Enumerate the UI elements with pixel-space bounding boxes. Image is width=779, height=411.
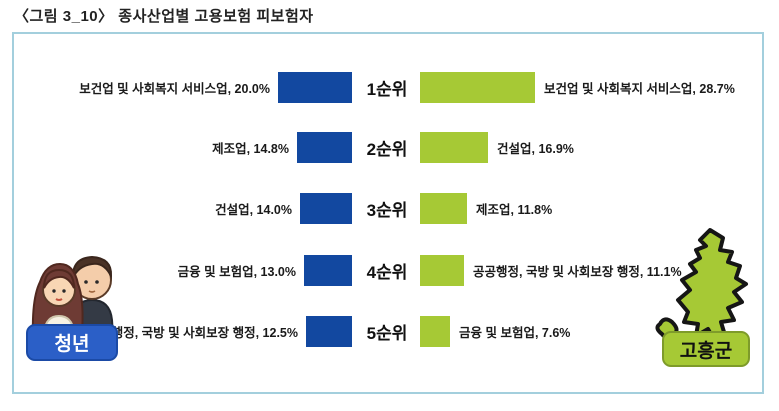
- chart-row: 건설업, 14.0% 3순위 제조업, 11.8%: [14, 191, 762, 225]
- rank-label: 1순위: [366, 79, 408, 99]
- chart-row: 공공행정, 국방 및 사회보장 행정, 12.5% 5순위 금융 및 보험업, 7.…: [14, 314, 762, 348]
- youth-bar-cell: 제조업, 14.8%: [14, 130, 352, 164]
- county-bar-label: 건설업, 16.9%: [497, 141, 574, 156]
- rank-label: 5순위: [366, 323, 408, 343]
- county-bar-cell: 건설업, 16.9%: [420, 130, 574, 164]
- youth-bar: [306, 315, 352, 347]
- county-bar-label: 제조업, 11.8%: [476, 202, 553, 217]
- youth-bar-label: 건설업, 14.0%: [215, 202, 292, 217]
- county-bar: [420, 192, 467, 224]
- county-bar: [420, 131, 488, 163]
- county-bar: [420, 71, 535, 103]
- youth-group-badge: 청년: [26, 324, 118, 361]
- youth-bar: [304, 254, 352, 286]
- youth-group-label: 청년: [54, 334, 90, 355]
- county-group-label: 고흥군: [679, 340, 733, 362]
- youth-bar-cell: 금융 및 보험업, 13.0%: [14, 253, 352, 287]
- chart-area: 보건업 및 사회복지 서비스업, 20.0% 1순위 보건업 및 사회복지 서비스업…: [12, 32, 764, 394]
- county-bar-cell: 공공행정, 국방 및 사회보장 행정, 11.1%: [420, 253, 682, 287]
- youth-bar: [297, 131, 352, 163]
- rank-label: 3순위: [366, 200, 408, 220]
- rank-label: 4순위: [366, 262, 408, 282]
- page-title: 〈그림 3_10〉 종사산업별 고용보험 피보험자: [14, 8, 314, 25]
- county-bar-cell: 제조업, 11.8%: [420, 191, 552, 225]
- youth-bar-cell: 공공행정, 국방 및 사회보장 행정, 12.5%: [14, 314, 352, 348]
- youth-bar-label: 금융 및 보험업, 13.0%: [177, 264, 296, 279]
- youth-bar-label: 제조업, 14.8%: [212, 141, 289, 156]
- youth-bar-cell: 보건업 및 사회복지 서비스업, 20.0%: [14, 70, 352, 104]
- county-bar: [420, 254, 464, 286]
- youth-bar: [278, 71, 352, 103]
- chart-row: 금융 및 보험업, 13.0% 4순위 공공행정, 국방 및 사회보장 행정, 11…: [14, 253, 762, 287]
- county-bar-label: 금융 및 보험업, 7.6%: [459, 325, 571, 340]
- youth-bar: [300, 192, 352, 224]
- chart-row: 제조업, 14.8% 2순위 건설업, 16.9%: [14, 130, 762, 164]
- youth-bar-cell: 건설업, 14.0%: [14, 191, 352, 225]
- county-map-illustration: [655, 228, 748, 342]
- youth-bar-label: 보건업 및 사회복지 서비스업, 20.0%: [79, 81, 270, 96]
- rank-label: 2순위: [366, 139, 408, 159]
- chart-row: 보건업 및 사회복지 서비스업, 20.0% 1순위 보건업 및 사회복지 서비스업…: [14, 70, 762, 104]
- county-group-badge: 고흥군: [662, 331, 750, 367]
- county-bar-cell: 금융 및 보험업, 7.6%: [420, 314, 570, 348]
- county-bar-label: 보건업 및 사회복지 서비스업, 28.7%: [544, 81, 735, 96]
- youth-bar-label: 공공행정, 국방 및 사회보장 행정, 12.5%: [88, 325, 298, 340]
- county-bar-label: 공공행정, 국방 및 사회보장 행정, 11.1%: [473, 264, 682, 279]
- county-bar: [420, 315, 450, 347]
- county-bar-cell: 보건업 및 사회복지 서비스업, 28.7%: [420, 70, 735, 104]
